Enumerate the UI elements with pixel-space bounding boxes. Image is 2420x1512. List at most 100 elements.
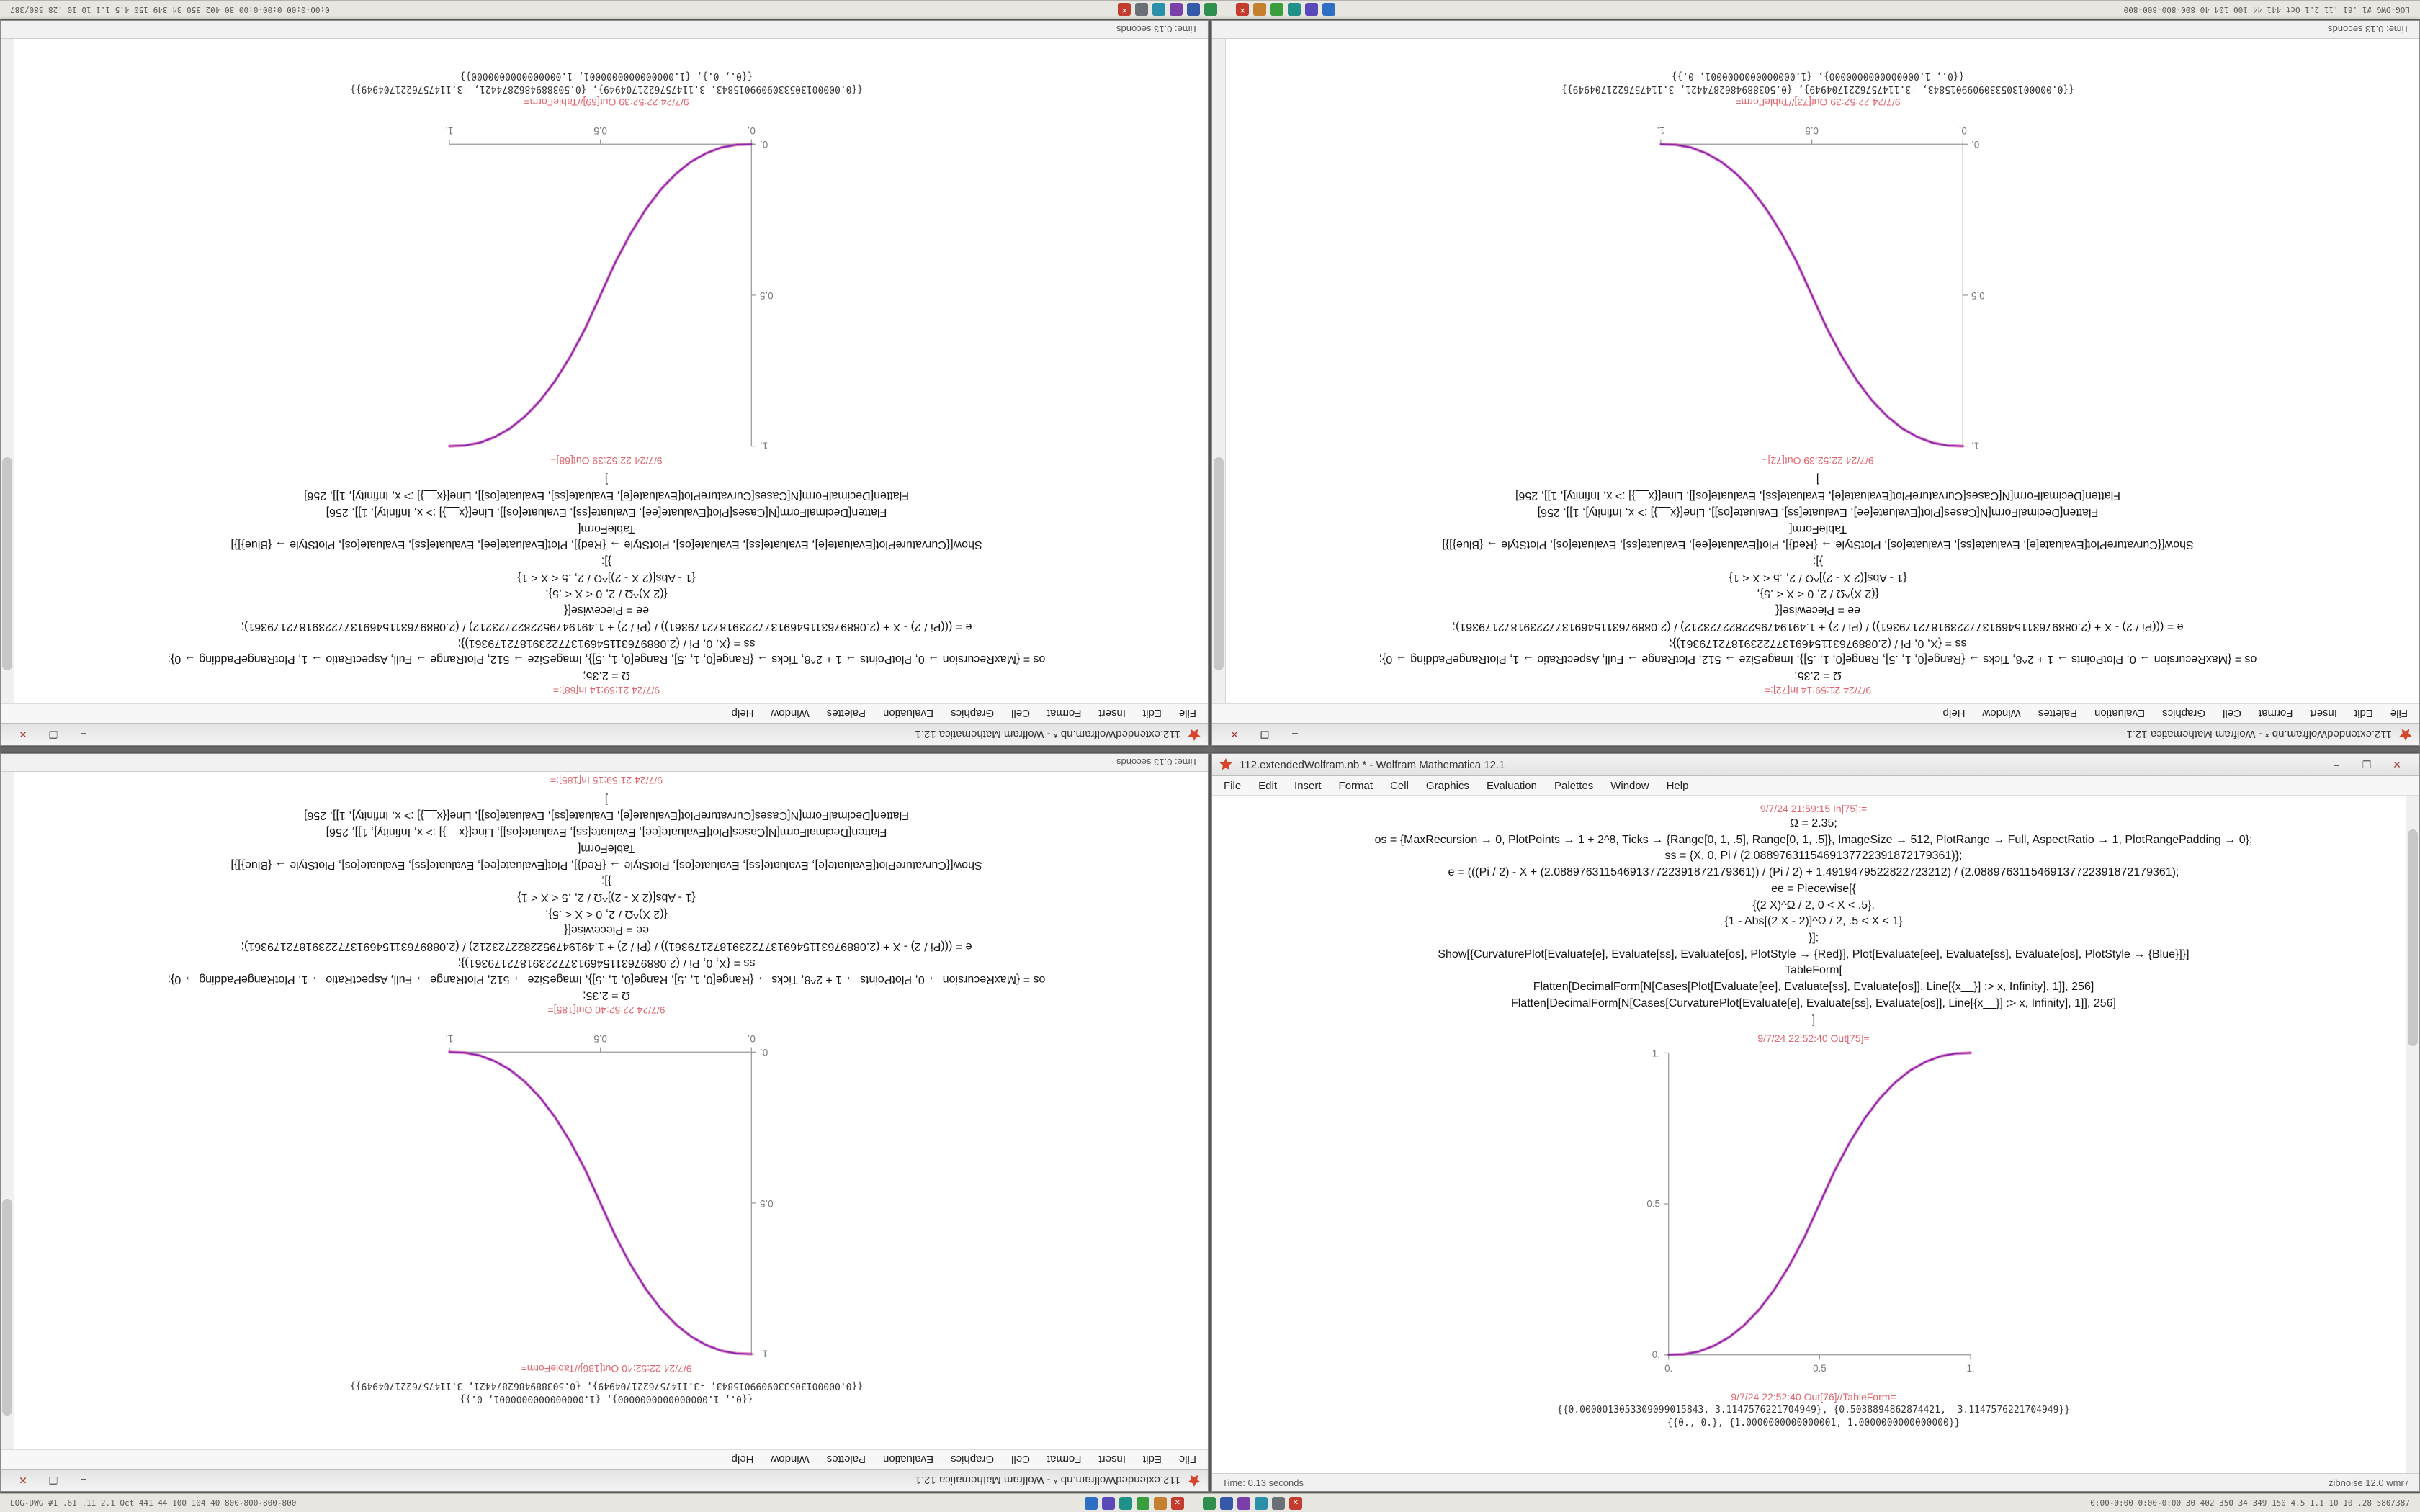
- menu-item[interactable]: Evaluation: [883, 1453, 934, 1466]
- code-line[interactable]: e = (((Pi / 2) - X + (2.0889763115469137…: [241, 620, 972, 633]
- code-line[interactable]: ]: [604, 473, 609, 486]
- taskbar-app-icon[interactable]: ✕: [1118, 3, 1131, 17]
- scrollbar-thumb[interactable]: [1214, 457, 1224, 670]
- menu-item[interactable]: Palettes: [826, 707, 866, 720]
- code-line[interactable]: Flatten[DecimalForm[N[Cases[Plot[Evaluat…: [326, 505, 887, 518]
- code-line[interactable]: ss = {X, 0, Pi / (2.08897631154691377223…: [1669, 636, 1967, 649]
- maximize-button[interactable]: ❐: [48, 1475, 58, 1487]
- taskbar-app-icon[interactable]: [1288, 3, 1301, 17]
- menu-item[interactable]: Help: [731, 1453, 754, 1466]
- close-button[interactable]: ✕: [19, 729, 27, 741]
- code-line[interactable]: Ω = 2.35;: [583, 989, 630, 1002]
- vertical-scrollbar[interactable]: [1, 39, 14, 703]
- menu-item[interactable]: Cell: [1390, 779, 1409, 792]
- menu-item[interactable]: Window: [771, 707, 810, 720]
- code-line[interactable]: Flatten[DecimalForm[N[Cases[Plot[Evaluat…: [1537, 505, 2099, 518]
- menu-item[interactable]: Palettes: [1554, 779, 1594, 792]
- code-line[interactable]: {(2 X)^Ω / 2, 0 < X < .5},: [1757, 588, 1879, 600]
- menu-item[interactable]: Window: [771, 1453, 810, 1466]
- taskbar-app-icon[interactable]: ✕: [1236, 3, 1250, 17]
- menu-item[interactable]: Palettes: [826, 1453, 866, 1466]
- scrollbar-thumb[interactable]: [2, 1198, 12, 1416]
- menu-item[interactable]: Graphics: [951, 1453, 995, 1466]
- menu-item[interactable]: Window: [1982, 707, 2021, 720]
- menu-item[interactable]: File: [2390, 707, 2408, 720]
- taskbar-app-icon[interactable]: [1136, 1496, 1150, 1510]
- menu-item[interactable]: Insert: [1098, 707, 1126, 720]
- menu-item[interactable]: File: [1224, 779, 1242, 792]
- taskbar-app-icon[interactable]: [1084, 1496, 1098, 1510]
- taskbar-app-icon[interactable]: [1270, 3, 1284, 17]
- code-line[interactable]: Ω = 2.35;: [583, 670, 630, 682]
- curve-plot[interactable]: 0. 0.5 1. 0. 0.5 1.: [419, 114, 794, 452]
- taskbar-app-icon[interactable]: ✕: [1289, 1496, 1302, 1510]
- menu-item[interactable]: Insert: [1098, 1453, 1126, 1466]
- code-line[interactable]: os = {MaxRecursion → 0, PlotPoints → 1 +…: [1374, 833, 2253, 846]
- taskbar-app-icon[interactable]: [1119, 1496, 1132, 1510]
- taskbar-app-icon[interactable]: [1237, 1496, 1250, 1510]
- vertical-scrollbar[interactable]: [1, 772, 14, 1449]
- code-line[interactable]: {1 - Abs[(2 X - 2)]^Ω / 2, .5 < X < 1}: [1724, 915, 1903, 928]
- code-line[interactable]: {1 - Abs[(2 X - 2)]^Ω / 2, .5 < X < 1}: [1729, 571, 1907, 584]
- scrollbar-thumb[interactable]: [2408, 829, 2418, 1047]
- curve-plot[interactable]: 0. 0.5 1. 0. 0.5 1.: [1631, 114, 2005, 452]
- taskbar-app-icon[interactable]: [1101, 1496, 1115, 1510]
- minimize-button[interactable]: –: [81, 729, 86, 740]
- code-line[interactable]: }];: [601, 875, 612, 888]
- code-line[interactable]: ]: [1811, 1013, 1816, 1026]
- menu-item[interactable]: Insert: [1294, 779, 1322, 792]
- menu-item[interactable]: Graphics: [1425, 779, 1469, 792]
- maximize-button[interactable]: ❐: [1260, 729, 1270, 741]
- window-titlebar[interactable]: 112.extendedWolfram.nb * - Wolfram Mathe…: [1, 1469, 1208, 1491]
- code-line[interactable]: e = (((Pi / 2) - X + (2.0889763115469137…: [1452, 620, 2184, 633]
- code-line[interactable]: Flatten[DecimalForm[N[Cases[CurvaturePlo…: [1515, 490, 2120, 503]
- code-line[interactable]: {1 - Abs[(2 X - 2)]^Ω / 2, .5 < X < 1}: [517, 571, 696, 584]
- code-line[interactable]: Ω = 2.35;: [1794, 670, 1842, 682]
- code-line[interactable]: Flatten[DecimalForm[N[Cases[CurvaturePlo…: [304, 809, 909, 822]
- vertical-scrollbar[interactable]: [1212, 39, 1226, 703]
- menu-item[interactable]: Cell: [1011, 1453, 1030, 1466]
- menu-item[interactable]: Evaluation: [1486, 779, 1537, 792]
- menu-item[interactable]: Format: [1338, 779, 1373, 792]
- menu-item[interactable]: Help: [731, 707, 754, 720]
- taskbar-app-icon[interactable]: [1322, 3, 1336, 17]
- code-line[interactable]: Ω = 2.35;: [1790, 817, 1837, 829]
- menu-item[interactable]: Help: [1666, 779, 1689, 792]
- code-line[interactable]: TableForm[: [578, 842, 636, 855]
- code-line[interactable]: Flatten[DecimalForm[N[Cases[CurvaturePlo…: [304, 490, 909, 503]
- menu-item[interactable]: Palettes: [2038, 707, 2077, 720]
- menu-item[interactable]: Help: [1942, 707, 1966, 720]
- code-line[interactable]: ee = Piecewise[{: [1775, 604, 1860, 617]
- code-line[interactable]: }];: [601, 554, 612, 567]
- close-button[interactable]: ✕: [19, 1475, 27, 1487]
- code-line[interactable]: e = (((Pi / 2) - X + (2.0889763115469137…: [241, 940, 972, 953]
- close-button[interactable]: ✕: [2393, 758, 2401, 770]
- menu-item[interactable]: Cell: [2223, 707, 2241, 720]
- menu-item[interactable]: Edit: [1258, 779, 1278, 792]
- code-line[interactable]: ]: [604, 793, 609, 806]
- window-titlebar[interactable]: 112.extendedWolfram.nb * - Wolfram Mathe…: [1212, 754, 2419, 776]
- code-line[interactable]: ee = Piecewise[{: [564, 604, 649, 617]
- taskbar-app-icon[interactable]: [1152, 3, 1166, 17]
- code-line[interactable]: Show[{CurvaturePlot[Evaluate[e], Evaluat…: [230, 858, 982, 871]
- taskbar-app-icon[interactable]: [1153, 1496, 1167, 1510]
- menu-item[interactable]: Insert: [2310, 707, 2337, 720]
- menu-item[interactable]: Format: [1047, 1453, 1082, 1466]
- taskbar-app-icon[interactable]: [1135, 3, 1149, 17]
- code-line[interactable]: }];: [1812, 554, 1824, 567]
- taskbar-app-icon[interactable]: [1202, 1496, 1216, 1510]
- menu-item[interactable]: Cell: [1011, 707, 1030, 720]
- code-line[interactable]: Flatten[DecimalForm[N[Cases[Plot[Evaluat…: [326, 826, 887, 839]
- taskbar-app-icon[interactable]: [1219, 1496, 1233, 1510]
- taskbar-app-icon[interactable]: [1271, 1496, 1285, 1510]
- code-line[interactable]: }];: [1808, 932, 1819, 945]
- code-line[interactable]: Flatten[DecimalForm[N[Cases[CurvaturePlo…: [1511, 996, 2116, 1009]
- code-line[interactable]: TableForm[: [578, 522, 636, 535]
- menu-item[interactable]: Edit: [1142, 1453, 1162, 1466]
- curve-plot[interactable]: 0. 0.5 1. 0. 0.5 1.: [1626, 1047, 2001, 1385]
- menu-item[interactable]: Evaluation: [2094, 707, 2146, 720]
- scrollbar-thumb[interactable]: [2, 457, 12, 670]
- menu-item[interactable]: File: [1178, 1453, 1196, 1466]
- menu-item[interactable]: File: [1178, 707, 1196, 720]
- code-line[interactable]: e = (((Pi / 2) - X + (2.0889763115469137…: [1448, 866, 2179, 879]
